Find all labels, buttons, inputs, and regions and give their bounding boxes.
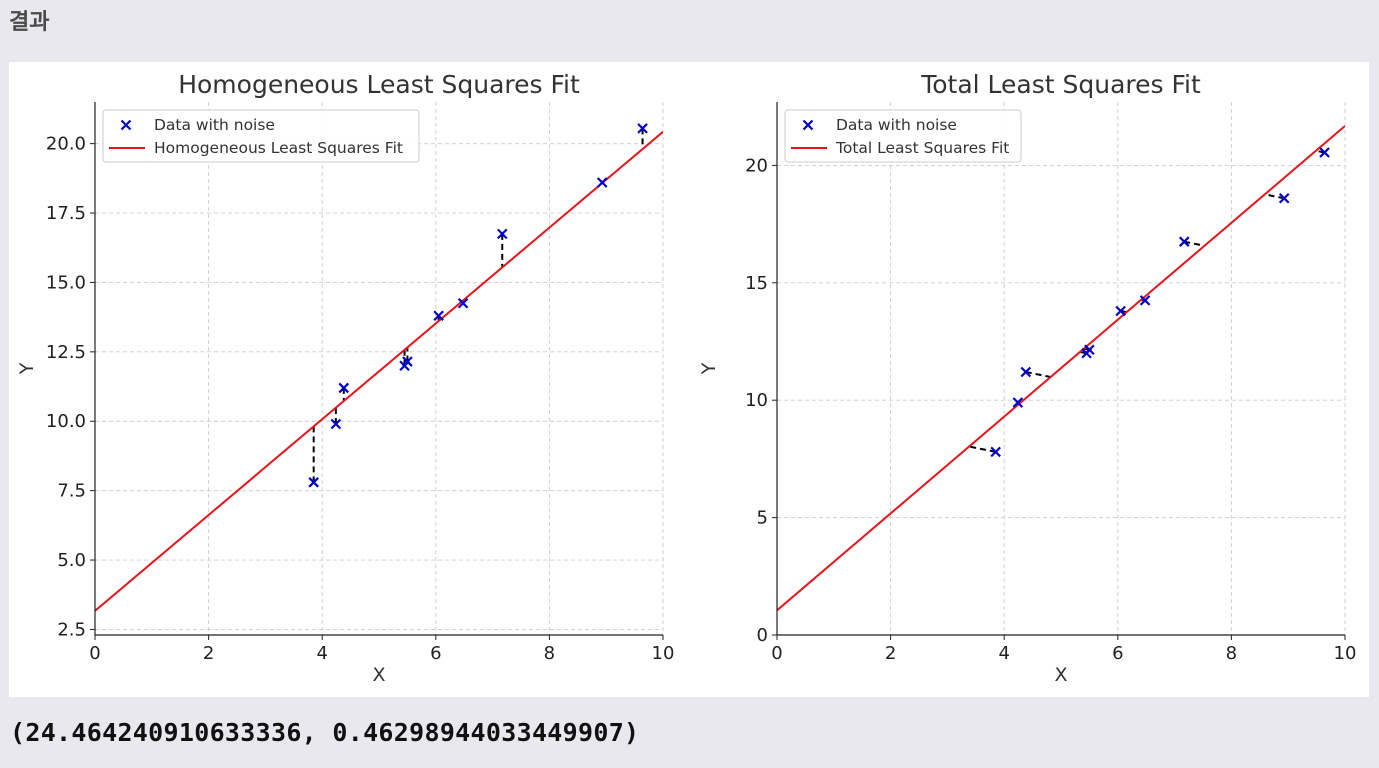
data-point	[596, 177, 608, 188]
data-point	[990, 446, 1001, 458]
data-point	[1178, 236, 1190, 247]
y-tick-label: 15	[745, 273, 768, 294]
y-tick-label: 17.5	[46, 203, 86, 224]
data-point	[457, 297, 469, 309]
data-point	[433, 310, 444, 322]
plot-area	[95, 123, 663, 612]
output-text: (24.464240910633336, 0.46298944033449907…	[10, 718, 640, 747]
chart-title: Homogeneous Least Squares Fit	[178, 70, 580, 99]
x-tick-label: 6	[1112, 643, 1123, 664]
data-point	[637, 123, 648, 134]
x-tick-label: 0	[89, 643, 100, 664]
page-title: 결과	[9, 10, 50, 35]
x-tick-label: 10	[652, 643, 675, 664]
y-axis-label: Y	[16, 362, 38, 375]
data-point	[1115, 305, 1126, 317]
y-tick-label: 20.0	[46, 134, 86, 155]
x-axis-label: X	[372, 664, 385, 686]
legend-marker-data	[120, 119, 132, 131]
data-point	[1020, 366, 1032, 378]
plot-area	[777, 125, 1345, 612]
x-axis-label: X	[1054, 664, 1067, 686]
data-point	[1139, 295, 1151, 306]
legend-label-fit: Homogeneous Least Squares Fit	[154, 139, 403, 157]
y-tick-label: 5	[757, 508, 768, 529]
data-point	[330, 418, 342, 430]
legend-marker-data	[802, 119, 814, 131]
y-tick-label: 0	[757, 625, 768, 646]
x-tick-label: 10	[1334, 643, 1357, 664]
y-axis-label: Y	[698, 362, 720, 375]
x-tick-label: 0	[771, 643, 782, 664]
legend-label-data: Data with noise	[836, 116, 957, 134]
residual-line	[968, 445, 996, 453]
y-tick-label: 2.5	[57, 619, 86, 640]
y-tick-label: 10	[745, 390, 768, 411]
x-tick-label: 4	[998, 643, 1009, 664]
data-point	[1319, 147, 1330, 158]
figure-panel: 0 2 4 6 8 10 2.5 5.0 7.5 10.0 12.5 15.0 17.5 20.0 Homo…	[9, 62, 1369, 697]
data-point	[308, 477, 319, 488]
data-point	[496, 228, 508, 240]
data-point	[402, 356, 413, 367]
x-tick-label: 8	[1226, 643, 1237, 664]
y-tick-label: 15.0	[46, 272, 86, 293]
data-point	[1012, 397, 1024, 408]
data-point	[1278, 192, 1290, 204]
y-tick-label: 7.5	[57, 481, 86, 502]
residual-line	[1264, 193, 1285, 200]
x-tick-label: 4	[316, 643, 327, 664]
chart-figure: 0 2 4 6 8 10 2.5 5.0 7.5 10.0 12.5 15.0 17.5 20.0 Homo…	[16, 70, 1356, 686]
legend-box	[784, 109, 1022, 163]
chart-title: Total Least Squares Fit	[920, 70, 1201, 99]
y-tick-label: 12.5	[46, 342, 86, 363]
x-tick-label: 8	[544, 643, 555, 664]
data-point	[1084, 344, 1095, 355]
chart-2: 0 2 4 6 8 10 0 5 10 15 20 Total Least Squares Fit X Y…	[698, 70, 1356, 686]
y-tick-label: 20	[745, 155, 768, 176]
chart-1: 0 2 4 6 8 10 2.5 5.0 7.5 10.0 12.5 15.0 17.5 20.0 Homo…	[16, 70, 674, 686]
legend-label-data: Data with noise	[154, 116, 275, 134]
fit-line	[777, 125, 1345, 612]
residual-line	[1184, 240, 1205, 247]
y-tick-label: 5.0	[57, 550, 86, 571]
legend-box	[102, 109, 420, 163]
residual-line	[1025, 371, 1051, 378]
x-tick-label: 6	[430, 643, 441, 664]
legend-label-fit: Total Least Squares Fit	[835, 139, 1009, 157]
y-tick-label: 10.0	[46, 411, 86, 432]
x-tick-label: 2	[203, 643, 214, 664]
legend: Data with noise Homogeneous Least Squares…	[102, 109, 420, 163]
data-point	[338, 382, 350, 394]
x-tick-label: 2	[885, 643, 896, 664]
fit-line	[95, 131, 663, 612]
legend: Data with noise Total Least Squares Fit	[784, 109, 1022, 163]
